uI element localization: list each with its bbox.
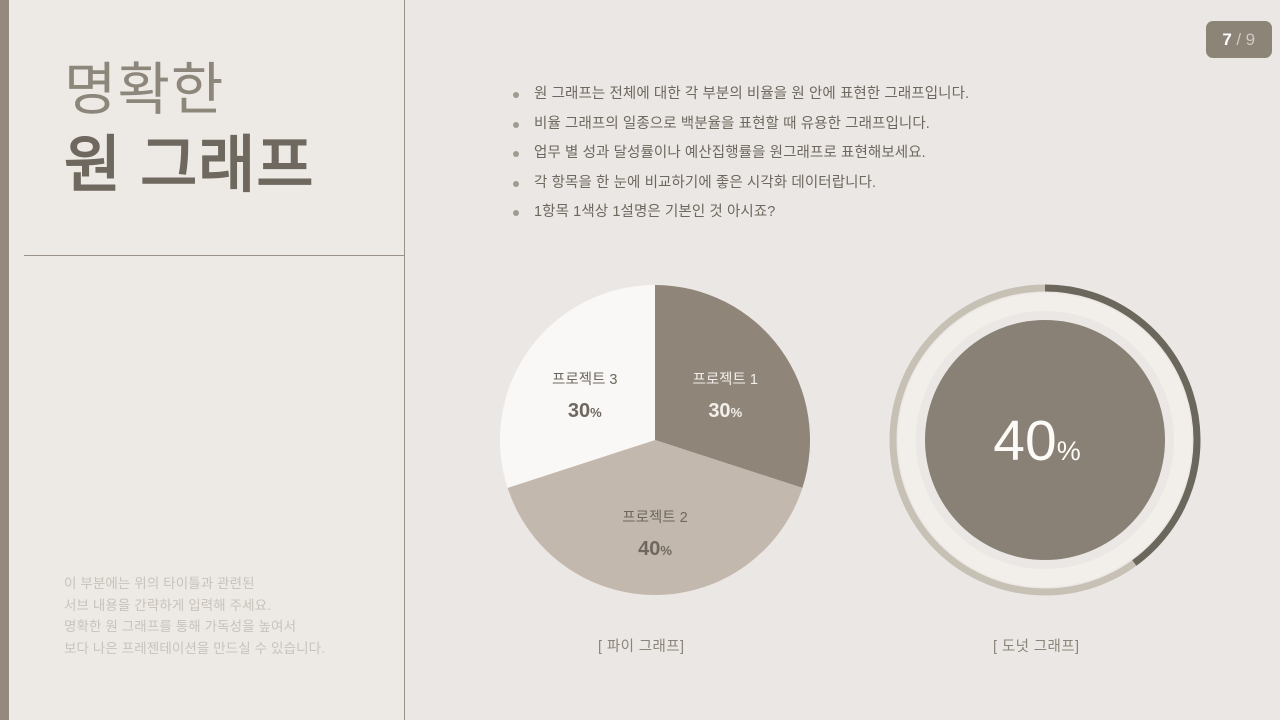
list-item-label: 원 그래프는 전체에 대한 각 부분의 비율을 원 안에 표현한 그래프입니다. — [534, 86, 970, 102]
donut-center-value: 40% — [993, 409, 1080, 473]
pie-slice — [655, 285, 810, 488]
vertical-divider — [404, 0, 405, 720]
title-line-2: 원 그래프 — [64, 130, 315, 200]
donut-chart-caption: [ 도넛 그래프] — [993, 639, 1080, 655]
pie-slice-label: 프로젝트 3 — [552, 371, 617, 388]
pie-slice-value: 30% — [708, 400, 742, 422]
page-title: 명확한 원 그래프 — [64, 58, 404, 201]
pie-chart: 프로젝트 1 30% 프로젝트 2 40% 프로젝트 3 30% — [495, 280, 815, 600]
donut-chart-svg: 40% — [889, 284, 1201, 596]
bullet-dot-icon — [513, 151, 519, 157]
list-item: 원 그래프는 전체에 대한 각 부분의 비율을 원 안에 표현한 그래프입니다. — [513, 83, 1253, 112]
bullet-dot-icon — [513, 180, 519, 187]
donut-progress-arc — [1044, 284, 1201, 566]
subtitle-description: 이 부분에는 위의 타이틀과 관련된 서브 내용을 간략하게 입력해 주세요. … — [64, 573, 394, 659]
bullet-dot-icon — [513, 210, 519, 216]
subtitle-line-4: 보다 나은 프레젠테이션을 만드실 수 있습니다. — [64, 640, 325, 656]
pie-slice-label: 프로젝트 2 — [622, 509, 687, 526]
page-total: 9 — [1245, 29, 1256, 49]
subtitle-line-3: 명확한 원 그래프를 통해 가독성을 높여서 — [64, 619, 297, 634]
subtitle-line-2: 서브 내용을 간략하게 입력해 주세요. — [64, 597, 272, 613]
pie-chart-caption: [ 파이 그래프] — [598, 639, 685, 655]
bullet-dot-icon — [513, 92, 519, 98]
list-item-label: 비율 그래프의 일종으로 백분율을 표현할 때 유용한 그래프입니다. — [534, 115, 930, 132]
left-accent-bar — [0, 0, 9, 720]
pie-slice-value: 30% — [568, 400, 602, 422]
list-item-label: 1항목 1색상 1설명은 기본인 것 아시죠? — [534, 204, 776, 220]
list-item: 각 항목을 한 눈에 비교하기에 좋은 시각화 데이터랍니다. — [513, 172, 1253, 201]
left-panel — [9, 0, 404, 720]
pie-slice — [507, 440, 803, 595]
title-line-1: 명확한 — [64, 58, 225, 122]
horizontal-divider — [24, 255, 404, 256]
subtitle-line-1: 이 부분에는 위의 타이틀과 관련된 — [64, 576, 255, 591]
donut-inner-ring — [898, 293, 1192, 587]
donut-center-circle — [925, 320, 1165, 560]
bullet-dot-icon — [513, 121, 519, 128]
pie-slice — [500, 285, 655, 488]
list-item: 비율 그래프의 일종으로 백분율을 표현할 때 유용한 그래프입니다. — [513, 113, 1253, 142]
page-separator: / — [1236, 29, 1242, 49]
donut-chart: 40% — [885, 280, 1205, 600]
page-number-badge: 7 / 9 — [1206, 21, 1272, 58]
list-item: 1항목 1색상 1설명은 기본인 것 아시죠? — [513, 201, 1253, 230]
pie-slice-value: 40% — [638, 538, 672, 560]
list-item-label: 각 항목을 한 눈에 비교하기에 좋은 시각화 데이터랍니다. — [534, 174, 877, 191]
pie-slice-label: 프로젝트 1 — [692, 371, 757, 388]
list-item-label: 업무 별 성과 달성률이나 예산집행률을 원그래프로 표현해보세요. — [534, 145, 926, 161]
bullet-list: 원 그래프는 전체에 대한 각 부분의 비율을 원 안에 표현한 그래프입니다.… — [513, 83, 1253, 231]
list-item: 업무 별 성과 달성률이나 예산집행률을 원그래프로 표현해보세요. — [513, 142, 1253, 171]
pie-chart-svg: 프로젝트 1 30% 프로젝트 2 40% 프로젝트 3 30% — [500, 285, 810, 595]
page-current: 7 — [1222, 29, 1233, 49]
